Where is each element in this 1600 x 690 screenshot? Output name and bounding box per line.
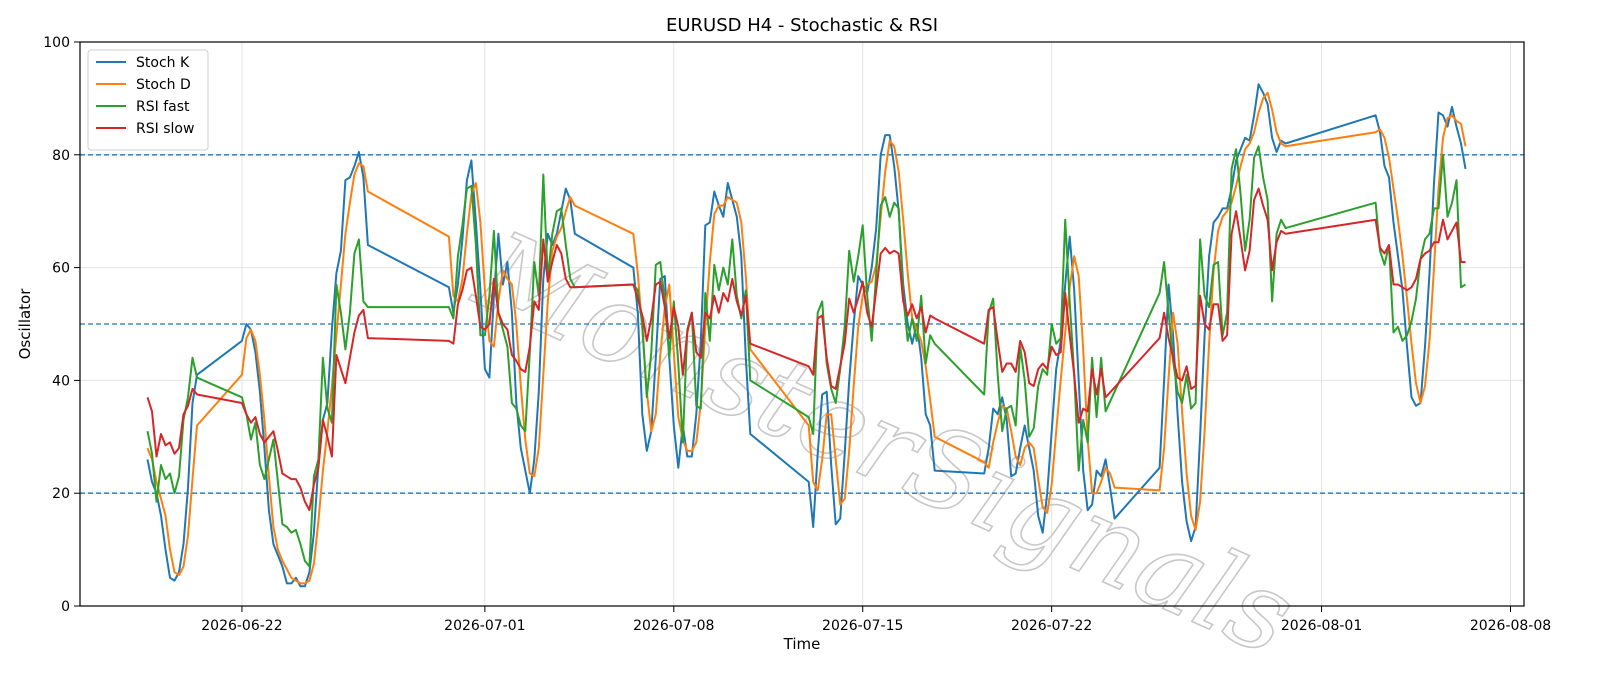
x-tick-label: 2026-08-08 [1470,618,1551,634]
x-axis-title: Time [783,635,821,653]
legend-label: RSI fast [136,99,190,115]
y-tick-label: 100 [43,35,70,51]
x-tick-label: 2026-06-22 [201,618,282,634]
y-tick-label: 0 [61,599,70,615]
legend-box [87,49,209,151]
x-tick-label: 2026-08-01 [1281,618,1362,634]
x-tick-label: 2026-07-15 [822,618,903,634]
legend-label: Stoch K [136,55,190,71]
y-tick-label: 80 [52,148,70,164]
plot-frame [79,41,1525,607]
x-tick-label: 2026-07-08 [633,618,714,634]
series-line-stoch-d [146,91,1467,585]
y-tick-label: 20 [52,486,70,502]
y-axis-title: Oscillator [16,288,34,360]
x-tick-label: 2026-07-01 [444,618,525,634]
y-tick-label: 40 [52,373,70,389]
series-line-rsi-slow [146,187,1466,512]
legend-label: RSI slow [136,121,194,137]
chart-title: EURUSD H4 - Stochastic & RSI [666,15,938,36]
legend-label: Stoch D [136,77,191,93]
x-tick-label: 2026-07-22 [1011,618,1092,634]
y-tick-label: 60 [52,261,70,277]
series-line-stoch-k [146,83,1467,588]
